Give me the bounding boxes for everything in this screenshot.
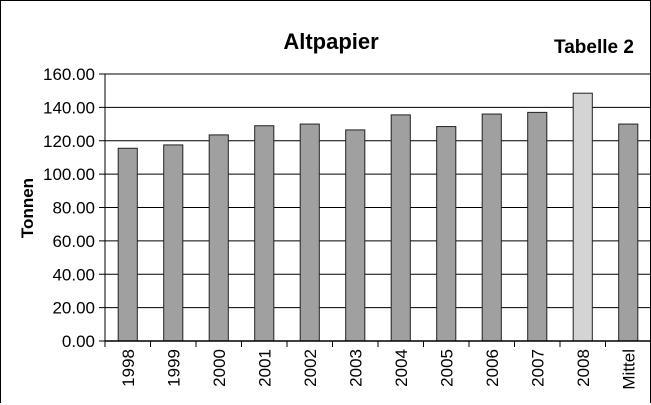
y-tick-label: 100.00 [43,165,95,184]
x-tick-label: 1998 [119,349,138,387]
x-tick-label: 2006 [483,349,502,387]
y-tick-label: 20.00 [52,299,95,318]
y-axis-label: Tonnen [18,178,37,238]
x-tick-label: 2007 [528,349,547,387]
bar-mittel [618,123,639,342]
x-tick-label: Mittel [619,349,638,390]
x-tick-label: 2004 [392,349,411,387]
bar-2003 [345,129,366,342]
gridlines [99,73,651,342]
y-tick-label: 0.00 [62,332,95,351]
y-tick-label: 160.00 [43,65,95,84]
x-tick-label: 2008 [574,349,593,387]
bar-2005 [436,126,457,342]
y-tick-label: 120.00 [43,132,95,151]
bar-2006 [481,113,502,342]
bar-1998 [117,147,138,342]
bar-1999 [163,144,184,342]
y-tick-label: 140.00 [43,98,95,117]
table-tag: Tabelle 2 [554,37,634,58]
bar-2007 [527,111,548,342]
y-tick-label: 80.00 [52,199,95,218]
y-tick-label: 60.00 [52,232,95,251]
chart-title: Altpapier [283,29,379,54]
x-tick-label: 1999 [164,349,183,387]
y-tick-label: 40.00 [52,265,95,284]
bar-2008 [572,92,593,342]
bar-2004 [390,114,411,342]
x-tick-label: 2002 [301,349,320,387]
x-tick-label: 2001 [255,349,274,387]
x-tick-label: 2003 [346,349,365,387]
y-tick-labels: 0.00 20.00 40.00 60.00 80.00 100.00 120.00 140.… [43,65,95,351]
x-tick-label: 2005 [437,349,456,387]
bars [117,92,639,342]
x-tick-labels: 1998 1999 2000 2001 2002 2003 2004 2005 2006 2007… [104,341,651,390]
bar-2001 [254,125,275,342]
bar-2000 [208,134,229,342]
bar-2002 [299,123,320,342]
x-tick-label: 2000 [210,349,229,387]
